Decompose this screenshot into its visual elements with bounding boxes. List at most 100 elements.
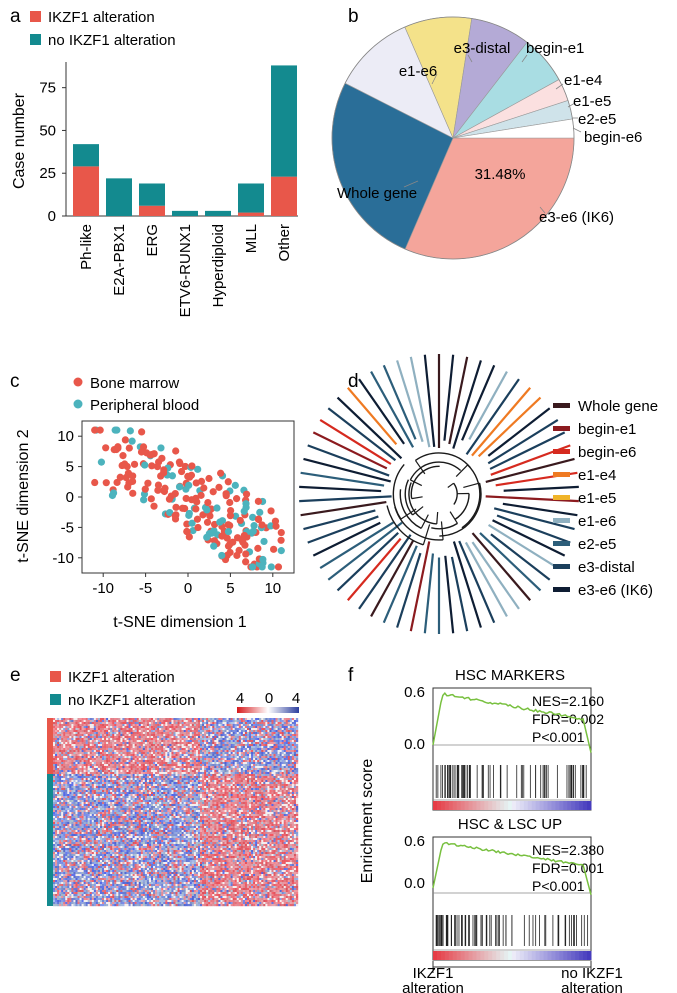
heatmap-cell <box>218 758 221 761</box>
heatmap-cell <box>159 776 162 779</box>
heatmap-cell <box>242 784 246 787</box>
heatmap-cell <box>85 736 88 739</box>
heatmap-cell <box>120 760 123 763</box>
heatmap-cell <box>81 740 84 743</box>
heatmap-cell <box>75 790 78 793</box>
heatmap-cell <box>275 728 278 731</box>
heatmap-cell <box>283 720 286 723</box>
heatmap-cell <box>197 782 201 785</box>
heatmap-cell <box>171 720 174 723</box>
heatmap-cell <box>287 762 291 765</box>
heatmap-cell <box>122 726 125 729</box>
heatmap-cell <box>285 742 288 745</box>
heatmap-cell <box>104 722 107 725</box>
heatmap-cell <box>97 788 101 791</box>
heatmap-cell <box>293 768 297 771</box>
heatmap-cell <box>81 790 84 793</box>
heatmap-cell <box>218 724 221 727</box>
heatmap-cell <box>144 774 148 777</box>
heatmap-cell <box>99 790 103 793</box>
heatmap-cell <box>93 762 97 765</box>
heatmap-cell <box>104 720 107 723</box>
heatmap-cell <box>134 764 137 767</box>
heatmap-cell <box>185 786 188 789</box>
heatmap-cell <box>249 784 252 787</box>
heatmap-cell <box>226 718 229 721</box>
heatmap-cell <box>106 736 109 739</box>
heatmap-cell <box>159 760 162 763</box>
heatmap-cell <box>116 726 119 729</box>
heatmap-cell <box>126 760 129 763</box>
heatmap-cell <box>157 740 160 743</box>
heatmap-cell <box>57 742 60 745</box>
heatmap-cell <box>261 764 264 767</box>
heatmap-cell <box>112 756 115 759</box>
heatmap-cell <box>99 774 103 777</box>
heatmap-cell <box>114 748 117 751</box>
heatmap-cell <box>161 726 164 729</box>
heatmap-cell <box>244 748 248 751</box>
heatmap-cell <box>240 762 244 765</box>
heatmap-cell <box>120 772 123 775</box>
heatmap-cell <box>289 770 293 773</box>
heatmap-cell <box>104 774 107 777</box>
heatmap-cell <box>161 718 164 721</box>
heatmap-cell <box>93 734 97 737</box>
heatmap-cell <box>159 742 162 745</box>
heatmap-cell <box>177 754 180 757</box>
heatmap-cell <box>224 726 227 729</box>
heatmap-cell <box>122 772 125 775</box>
heatmap-cell <box>120 730 123 733</box>
heatmap-cell <box>55 724 58 727</box>
heatmap-cell <box>287 748 291 751</box>
heatmap-cell <box>181 758 184 761</box>
heatmap-cell <box>146 752 150 755</box>
heatmap-cell <box>287 724 291 727</box>
heatmap-cell <box>269 762 272 765</box>
heatmap-cell <box>255 744 258 747</box>
dendrogram-leaf <box>370 371 415 448</box>
heatmap-cell <box>195 722 199 725</box>
heatmap-cell <box>257 728 260 731</box>
heatmap-cell <box>269 718 272 721</box>
heatmap-cell <box>206 764 209 767</box>
heatmap-cell <box>193 732 197 735</box>
heatmap-cell <box>236 734 239 737</box>
heatmap-cell <box>55 738 58 741</box>
heatmap-cell <box>155 776 158 779</box>
scatter-points <box>91 426 285 571</box>
heatmap-cell <box>93 778 97 781</box>
heatmap-cell <box>144 780 148 783</box>
heatmap-cell <box>259 776 262 779</box>
heatmap-cell <box>277 730 280 733</box>
heatmap-cell <box>89 738 92 741</box>
heatmap-cell <box>128 718 131 721</box>
heatmap-cell <box>87 732 90 735</box>
heatmap-cell <box>67 742 70 745</box>
heatmap-cell <box>171 748 174 751</box>
heatmap-cell <box>246 788 250 791</box>
heatmap-cell <box>67 772 70 775</box>
heatmap-cell <box>249 738 252 741</box>
heatmap-cell <box>77 730 80 733</box>
heatmap-cell <box>159 732 162 735</box>
heatmap-cell <box>222 740 225 743</box>
heatmap-cell <box>148 792 152 795</box>
heatmap-cell <box>163 718 166 721</box>
heatmap-cell <box>200 754 203 757</box>
heatmap-cell <box>81 760 84 763</box>
heatmap-cell <box>110 754 113 757</box>
heatmap-cell <box>187 750 190 753</box>
heatmap-cell <box>97 752 101 755</box>
heatmap-cell <box>116 786 119 789</box>
heatmap-cell <box>59 756 62 759</box>
heatmap-cell <box>200 760 203 763</box>
heatmap-cell <box>285 748 288 751</box>
heatmap-cell <box>234 790 237 793</box>
heatmap-cell <box>102 734 105 737</box>
heatmap-cell <box>228 752 231 755</box>
heatmap-cell <box>63 724 66 727</box>
heatmap-cell <box>269 730 272 733</box>
heatmap-cell <box>257 774 260 777</box>
heatmap-cell <box>177 784 180 787</box>
